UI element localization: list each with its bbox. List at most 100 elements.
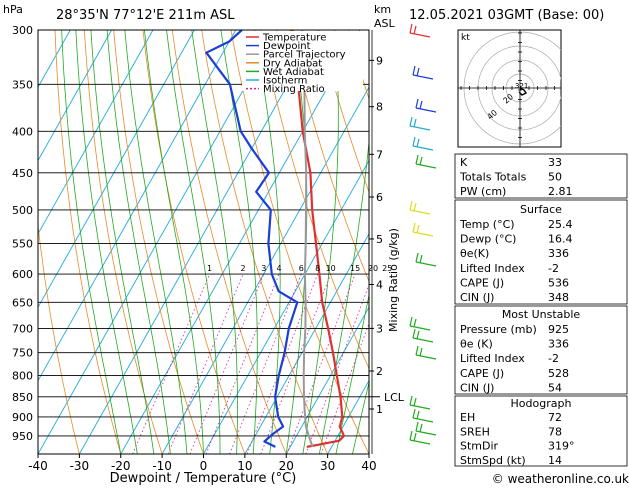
index-value: -2 bbox=[548, 352, 559, 365]
isotherm-line bbox=[38, 30, 71, 89]
datetime-title: 12.05.2021 03GMT (Base: 00) bbox=[409, 8, 604, 23]
wind-barb-flag bbox=[416, 138, 420, 148]
x-tick-label: 20 bbox=[279, 459, 294, 473]
isotherm-line bbox=[327, 379, 369, 454]
index-value: 78 bbox=[548, 425, 562, 438]
index-value: 54 bbox=[548, 381, 562, 394]
wind-barb-staff bbox=[409, 439, 431, 445]
mixing-ratio-line bbox=[260, 273, 332, 454]
mixing-ratio-label: 10 bbox=[326, 264, 336, 273]
index-value: 319° bbox=[548, 440, 575, 453]
wind-barb-staff bbox=[409, 125, 431, 131]
index-value: -2 bbox=[548, 262, 559, 275]
index-label: SREH bbox=[460, 425, 490, 438]
wind-barb-flag bbox=[415, 252, 419, 263]
legend-entry: Dewpoint bbox=[263, 41, 311, 52]
index-label: PW (cm) bbox=[460, 185, 506, 198]
index-label: CIN (J) bbox=[460, 381, 494, 394]
index-value: 536 bbox=[548, 276, 569, 289]
wind-barb-flag bbox=[419, 156, 423, 166]
isotherm-line bbox=[38, 30, 278, 454]
wind-barb-flag bbox=[412, 136, 416, 147]
index-value: 16.4 bbox=[548, 233, 573, 246]
index-value: 2.81 bbox=[548, 185, 573, 198]
km-tick-label: 6 bbox=[376, 191, 383, 204]
hodograph-trace bbox=[518, 87, 528, 96]
isotherm-line bbox=[203, 159, 369, 454]
mixing-ratio-label: 2 bbox=[241, 264, 246, 273]
mixing-ratio-line bbox=[305, 283, 369, 454]
wind-barb-flag bbox=[413, 118, 417, 128]
index-label: Totals Totals bbox=[459, 171, 527, 184]
km-tick-label: 1 bbox=[376, 403, 383, 416]
indices-panel: K 33 Totals Totals 50 PW (cm) 2.81 Surface Temp… bbox=[454, 153, 628, 467]
x-tick-label: -30 bbox=[70, 459, 90, 473]
km-tick-label: 2 bbox=[376, 365, 383, 378]
wind-barb-flag bbox=[415, 98, 419, 109]
wind-barb-staff bbox=[409, 325, 431, 331]
wind-barb-staff bbox=[412, 74, 434, 80]
wind-barb-flag bbox=[413, 25, 417, 35]
pressure-tick-label: 850 bbox=[12, 391, 33, 404]
legend-entry: Dry Adiabat bbox=[263, 58, 322, 69]
hodograph-index-box bbox=[454, 395, 628, 467]
dry-adiabat-line bbox=[583, 30, 629, 454]
index-value: 336 bbox=[548, 247, 569, 260]
wind-barb-flag bbox=[409, 116, 413, 127]
wind-barb-staff bbox=[415, 430, 437, 436]
dry-adiabat-line bbox=[38, 221, 80, 454]
index-label: Lifted Index bbox=[460, 262, 525, 275]
wind-barb-flag bbox=[419, 347, 423, 357]
x-tick-label: 10 bbox=[237, 459, 252, 473]
index-label: StmSpd (kt) bbox=[460, 454, 526, 467]
index-value: 14 bbox=[548, 454, 562, 467]
km-tick-label: 3 bbox=[376, 322, 383, 335]
surface-title: Surface bbox=[520, 203, 562, 216]
isotherm-line bbox=[244, 232, 369, 454]
wind-barb-flag bbox=[416, 224, 420, 234]
dry-adiabat-line bbox=[318, 30, 369, 194]
x-tick-label: -40 bbox=[28, 459, 48, 473]
km-tick-label: 8 bbox=[376, 101, 383, 114]
hodograph-frame bbox=[457, 29, 562, 148]
x-tick-label: -10 bbox=[152, 459, 172, 473]
series-temperature bbox=[290, 30, 346, 448]
mixing-ratio-label: 4 bbox=[276, 264, 281, 273]
x-tick-label: 40 bbox=[361, 459, 376, 473]
wind-barb-staff bbox=[415, 163, 437, 169]
wet-adiabat-line bbox=[61, 30, 122, 454]
index-label: CAPE (J) bbox=[460, 367, 504, 380]
wind-barb-flag bbox=[413, 397, 417, 407]
pressure-tick-label: 400 bbox=[12, 125, 33, 138]
dry-adiabat-line bbox=[612, 30, 629, 454]
index-value: 348 bbox=[548, 291, 569, 304]
isotherm-line bbox=[285, 306, 369, 454]
pressure-tick-label: 900 bbox=[12, 411, 33, 424]
mixing-ratio-line bbox=[205, 273, 280, 454]
wind-barb-staff bbox=[409, 404, 431, 410]
wind-barb-flag bbox=[416, 410, 420, 420]
wind-barb-flag bbox=[419, 100, 423, 110]
wind-barb-flag bbox=[412, 65, 416, 76]
wind-barb-flag bbox=[412, 222, 416, 233]
km-tick-label: 7 bbox=[376, 148, 383, 161]
mixing-ratio-line bbox=[132, 273, 210, 454]
copyright-footer: © weatheronline.co.uk bbox=[492, 472, 629, 486]
profile-series bbox=[205, 30, 346, 448]
background-grid bbox=[38, 30, 629, 454]
km-tick-label: 4 bbox=[376, 279, 383, 292]
wind-barb-flag bbox=[413, 202, 417, 212]
wind-barb-flag bbox=[412, 408, 416, 419]
wet-adiabat-line bbox=[124, 30, 188, 454]
location-title: 28°35'N 77°12'E 211m ASL bbox=[56, 8, 235, 23]
legend-entry: Mixing Ratio bbox=[263, 84, 325, 95]
wind-barb-staff bbox=[415, 107, 437, 113]
index-label: Dewp (°C) bbox=[460, 233, 516, 246]
wind-barb-staff bbox=[409, 209, 431, 215]
wind-barb-staff bbox=[412, 145, 434, 151]
height-unit-km: km bbox=[374, 3, 391, 16]
wind-barb-staff bbox=[415, 354, 437, 360]
wind-barb-flag bbox=[412, 328, 416, 339]
legend-entry: Parcel Trajectory bbox=[263, 50, 346, 61]
